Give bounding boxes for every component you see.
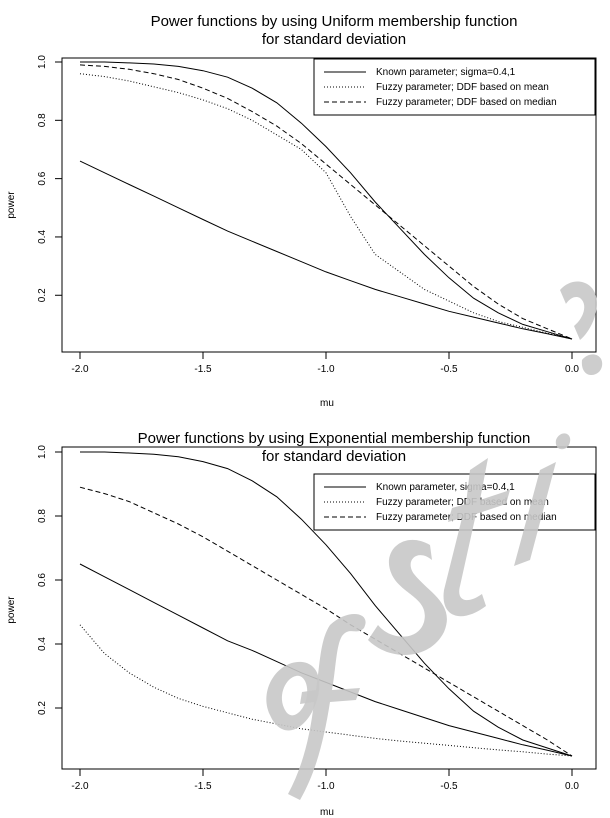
x-axis-label: mu	[320, 807, 334, 818]
legend-label: Known parameter; sigma=0.4,1	[376, 67, 516, 78]
y-tick-label: 1.0	[37, 55, 48, 69]
x-tick-label: -1.5	[194, 364, 212, 375]
x-tick-label: 0.0	[565, 781, 579, 792]
y-tick-label: 0.6	[37, 573, 48, 587]
x-tick-label: -1.0	[317, 364, 335, 375]
series-line-solid-0	[80, 451, 573, 757]
chart-title-line-1: Power functions by using Uniform members…	[151, 13, 518, 30]
y-tick-label: 0.4	[37, 230, 48, 244]
y-axis-label: power	[6, 596, 17, 624]
x-axis: -2.0 -1.5 -1.0 -0.5 0.0	[71, 352, 579, 375]
y-tick-label: 0.2	[37, 288, 48, 302]
legend-label: Known parameter, sigma=0.4,1	[376, 482, 515, 493]
x-tick-label: -2.0	[71, 781, 89, 792]
chart-title-line-1: Power functions by using Exponential mem…	[138, 430, 531, 447]
series-line-solid-0	[80, 61, 573, 340]
y-tick-label: 1.0	[37, 445, 48, 459]
x-tick-label: -1.0	[317, 781, 335, 792]
x-tick-label: -0.5	[440, 364, 458, 375]
series-line-dashed-3	[79, 64, 573, 340]
x-tick-label: -0.5	[440, 781, 458, 792]
legend: Known parameter, sigma=0.4,1 Fuzzy param…	[313, 473, 596, 531]
x-axis: -2.0 -1.5 -1.0 -0.5 0.0	[71, 769, 579, 792]
uniform-power-chart: Power functions by using Uniform members…	[6, 13, 597, 409]
y-tick-label: 0.4	[37, 637, 48, 651]
legend: Known parameter; sigma=0.4,1 Fuzzy param…	[313, 58, 596, 116]
series-line-solid-1	[79, 160, 573, 340]
series-line-dotted-2	[79, 624, 573, 757]
series-layer	[79, 61, 573, 340]
x-tick-label: -2.0	[71, 364, 89, 375]
y-axis-label: power	[6, 191, 17, 219]
series-line-dotted-2	[79, 73, 573, 340]
legend-label: Fuzzy parameter; DDF based on mean	[376, 497, 549, 508]
plot-frame	[61, 57, 597, 353]
legend-label: Fuzzy parameter; DDF based on mean	[376, 82, 549, 93]
x-axis-label: mu	[320, 398, 334, 409]
series-line-dashed-3	[79, 486, 573, 757]
legend-label: Fuzzy parameter; DDF based on median	[376, 97, 557, 108]
legend-label: Fuzzy parameter; DDF based on median	[376, 512, 557, 523]
x-tick-label: -1.5	[194, 781, 212, 792]
chart-title-line-2: for standard deviation	[262, 448, 406, 465]
y-tick-label: 0.6	[37, 171, 48, 185]
exponential-power-chart: Power functions by using Exponential mem…	[6, 430, 597, 818]
y-tick-label: 0.8	[37, 509, 48, 523]
y-axis: 0.2 0.4 0.6 0.8 1.0	[37, 445, 62, 715]
y-tick-label: 0.8	[37, 113, 48, 127]
y-tick-label: 0.2	[37, 701, 48, 715]
y-axis: 0.2 0.4 0.6 0.8 1.0	[37, 55, 62, 302]
x-tick-label: 0.0	[565, 364, 579, 375]
chart-title-line-2: for standard deviation	[262, 31, 406, 48]
